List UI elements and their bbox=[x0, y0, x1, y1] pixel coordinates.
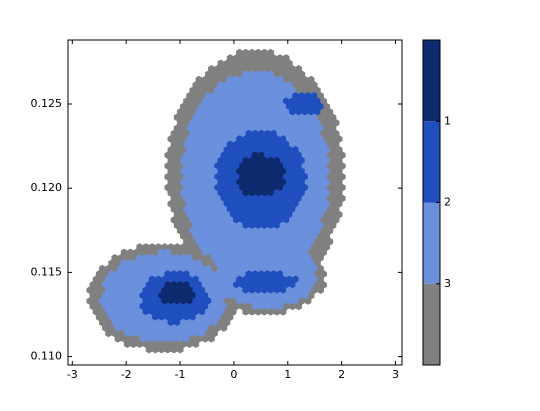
colorbar-segment bbox=[423, 40, 440, 122]
x-tick-label: -1 bbox=[175, 368, 186, 381]
colorbar-tick-label: 1 bbox=[444, 114, 451, 127]
hex-bin bbox=[304, 297, 312, 305]
hex-bin bbox=[158, 345, 165, 354]
colorbar-tick-label: 3 bbox=[444, 277, 451, 290]
hex-bin bbox=[170, 345, 178, 354]
x-tick-label: 0 bbox=[230, 368, 237, 381]
hex-bin bbox=[289, 302, 296, 311]
hex-bin bbox=[267, 307, 274, 316]
hex-bin bbox=[248, 307, 256, 316]
colorbar-segment bbox=[423, 202, 440, 284]
hex-bin bbox=[176, 345, 184, 354]
hex-bin bbox=[192, 340, 200, 349]
x-tick-label: 1 bbox=[284, 368, 291, 381]
hex-bin bbox=[136, 340, 144, 349]
hex-bin bbox=[317, 286, 324, 295]
x-tick-label: -2 bbox=[121, 368, 132, 381]
x-tick-label: -3 bbox=[67, 368, 78, 381]
hex-bin bbox=[130, 340, 137, 349]
y-tick-label: 0.110 bbox=[31, 350, 63, 363]
colorbar-segment bbox=[423, 121, 440, 203]
hex-bin bbox=[164, 345, 172, 354]
hex-bin bbox=[261, 307, 268, 316]
hex-bin bbox=[242, 307, 250, 316]
hex-bin bbox=[273, 307, 281, 316]
hex-bin bbox=[295, 302, 303, 311]
colorbar-segment bbox=[423, 283, 440, 365]
plot-frame bbox=[67, 39, 403, 366]
hex-bin bbox=[151, 345, 159, 354]
hex-bin bbox=[105, 329, 112, 338]
y-tick-label: 0.125 bbox=[31, 97, 63, 110]
hex-layer bbox=[86, 48, 346, 354]
hex-bin bbox=[186, 340, 193, 349]
y-tick-label: 0.115 bbox=[31, 265, 63, 278]
hex-bin bbox=[145, 345, 153, 354]
hex-bin bbox=[123, 340, 131, 349]
colorbar-tick-label: 2 bbox=[444, 196, 451, 209]
hex-bin bbox=[220, 324, 228, 332]
y-tick-label: 0.120 bbox=[31, 181, 63, 194]
hex-bin bbox=[254, 307, 262, 316]
hex-bin bbox=[279, 307, 287, 316]
x-tick-label: 2 bbox=[338, 368, 345, 381]
hex-bin bbox=[208, 334, 215, 343]
hex-bin bbox=[114, 334, 122, 343]
hex-bin bbox=[201, 334, 209, 343]
x-tick-label: 3 bbox=[392, 368, 399, 381]
